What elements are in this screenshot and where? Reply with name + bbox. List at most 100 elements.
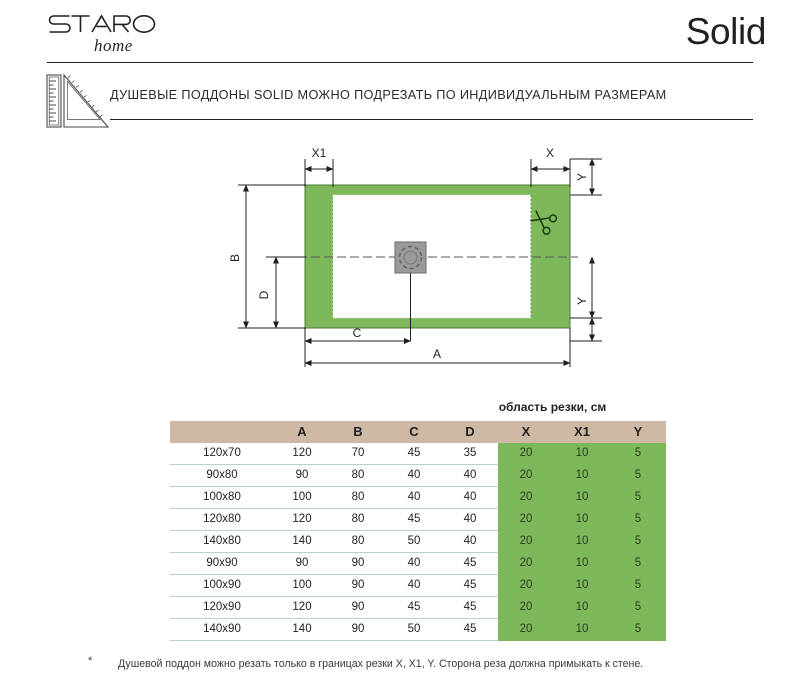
column-header-size xyxy=(170,421,274,443)
cell-a: 90 xyxy=(274,464,330,487)
cell-size: 90x90 xyxy=(170,552,274,575)
dimension-label-x1: X1 xyxy=(312,146,327,160)
table-row: 90x90 90 90 40 45 20 10 5 xyxy=(170,552,666,575)
cell-size: 140x80 xyxy=(170,530,274,553)
dimension-label-x: X xyxy=(546,146,554,160)
column-header-x1: X1 xyxy=(554,421,610,443)
cell-x: 20 xyxy=(498,464,554,487)
cell-y: 5 xyxy=(610,530,666,553)
cell-size: 90x80 xyxy=(170,464,274,487)
cell-a: 100 xyxy=(274,574,330,597)
cell-size: 100x90 xyxy=(170,574,274,597)
cell-d: 35 xyxy=(442,443,498,465)
scissors-icon xyxy=(530,210,558,235)
drain-icon xyxy=(394,241,427,274)
cell-y: 5 xyxy=(610,618,666,641)
cell-c: 40 xyxy=(386,574,442,597)
dimension-x1 xyxy=(304,159,334,187)
cell-c: 45 xyxy=(386,508,442,531)
cell-b: 70 xyxy=(330,443,386,465)
cell-d: 45 xyxy=(442,574,498,597)
cell-x: 20 xyxy=(498,443,554,465)
cell-a: 120 xyxy=(274,508,330,531)
column-header-y: Y xyxy=(610,421,666,443)
cell-x: 20 xyxy=(498,618,554,641)
cell-b: 80 xyxy=(330,486,386,509)
cell-size: 120x80 xyxy=(170,508,274,531)
cell-x: 20 xyxy=(498,508,554,531)
cell-size: 120x90 xyxy=(170,596,274,619)
dimension-label-c: C xyxy=(353,326,362,340)
dimension-x xyxy=(530,159,571,187)
table-row: 120x90 120 90 45 45 20 10 5 xyxy=(170,596,666,619)
cell-a: 140 xyxy=(274,530,330,553)
column-header-b: B xyxy=(330,421,386,443)
table-row: 140x90 140 90 50 45 20 10 5 xyxy=(170,618,666,641)
product-title: Solid xyxy=(685,11,767,52)
dimension-a xyxy=(304,328,571,367)
cell-d: 45 xyxy=(442,596,498,619)
shower-tray-cut-diagram: X1 X Y Y B xyxy=(220,145,620,375)
cell-b: 80 xyxy=(330,464,386,487)
cell-y: 5 xyxy=(610,596,666,619)
cut-area-label: область резки, см xyxy=(498,400,607,414)
table-row: 100x80 100 80 40 40 20 10 5 xyxy=(170,486,666,509)
cell-b: 80 xyxy=(330,508,386,531)
dimension-label-y-top: Y xyxy=(575,173,589,181)
dimension-label-d: D xyxy=(257,290,271,299)
table-row: 120x80 120 80 45 40 20 10 5 xyxy=(170,508,666,531)
cell-c: 50 xyxy=(386,530,442,553)
table-row: 100x90 100 90 40 45 20 10 5 xyxy=(170,574,666,597)
cell-a: 90 xyxy=(274,552,330,575)
cell-x: 20 xyxy=(498,552,554,575)
cell-b: 90 xyxy=(330,574,386,597)
footnote-text: Душевой поддон можно резать только в гра… xyxy=(118,658,644,670)
dimension-label-y-bottom: Y xyxy=(575,297,589,305)
cell-x1: 10 xyxy=(554,552,610,575)
cell-y: 5 xyxy=(610,552,666,575)
cell-x1: 10 xyxy=(554,486,610,509)
dimension-label-a: A xyxy=(433,347,441,361)
cell-d: 40 xyxy=(442,486,498,509)
cell-b: 90 xyxy=(330,552,386,575)
cell-y: 5 xyxy=(610,464,666,487)
brand-logo: home xyxy=(44,10,174,56)
dimension-y-top xyxy=(570,158,602,196)
cell-x: 20 xyxy=(498,596,554,619)
svg-text:home: home xyxy=(94,36,133,55)
banner-divider xyxy=(110,119,753,120)
cell-a: 120 xyxy=(274,443,330,465)
cell-b: 80 xyxy=(330,530,386,553)
footnote-marker: * xyxy=(88,655,93,667)
table-row: 120x70 120 70 45 35 20 10 5 xyxy=(170,443,666,465)
cell-x1: 10 xyxy=(554,596,610,619)
cell-b: 90 xyxy=(330,596,386,619)
cell-y: 5 xyxy=(610,443,666,465)
cell-x1: 10 xyxy=(554,464,610,487)
header-divider xyxy=(47,62,753,63)
cell-c: 40 xyxy=(386,464,442,487)
cell-y: 5 xyxy=(610,574,666,597)
cell-c: 45 xyxy=(386,596,442,619)
specifications-table: A B C D X X1 Y 120x70 120 70 45 35 20 10 5 90x80… xyxy=(170,421,666,641)
banner-heading: ДУШЕВЫЕ ПОДДОНЫ SOLID МОЖНО ПОДРЕЗАТЬ ПО… xyxy=(110,88,667,102)
cell-d: 45 xyxy=(442,552,498,575)
cell-x: 20 xyxy=(498,574,554,597)
cell-y: 5 xyxy=(610,486,666,509)
column-header-a: A xyxy=(274,421,330,443)
cell-y: 5 xyxy=(610,508,666,531)
ruler-set-square-icon xyxy=(44,72,112,130)
table-row: 140x80 140 80 50 40 20 10 5 xyxy=(170,530,666,553)
cell-d: 40 xyxy=(442,464,498,487)
cell-size: 100x80 xyxy=(170,486,274,509)
cell-c: 45 xyxy=(386,443,442,465)
cell-x: 20 xyxy=(498,530,554,553)
cell-d: 40 xyxy=(442,530,498,553)
cell-c: 40 xyxy=(386,552,442,575)
cell-x1: 10 xyxy=(554,574,610,597)
cell-a: 100 xyxy=(274,486,330,509)
dimension-label-b: B xyxy=(228,254,242,262)
table-header-row: A B C D X X1 Y xyxy=(170,421,666,443)
cell-x1: 10 xyxy=(554,508,610,531)
column-header-c: C xyxy=(386,421,442,443)
